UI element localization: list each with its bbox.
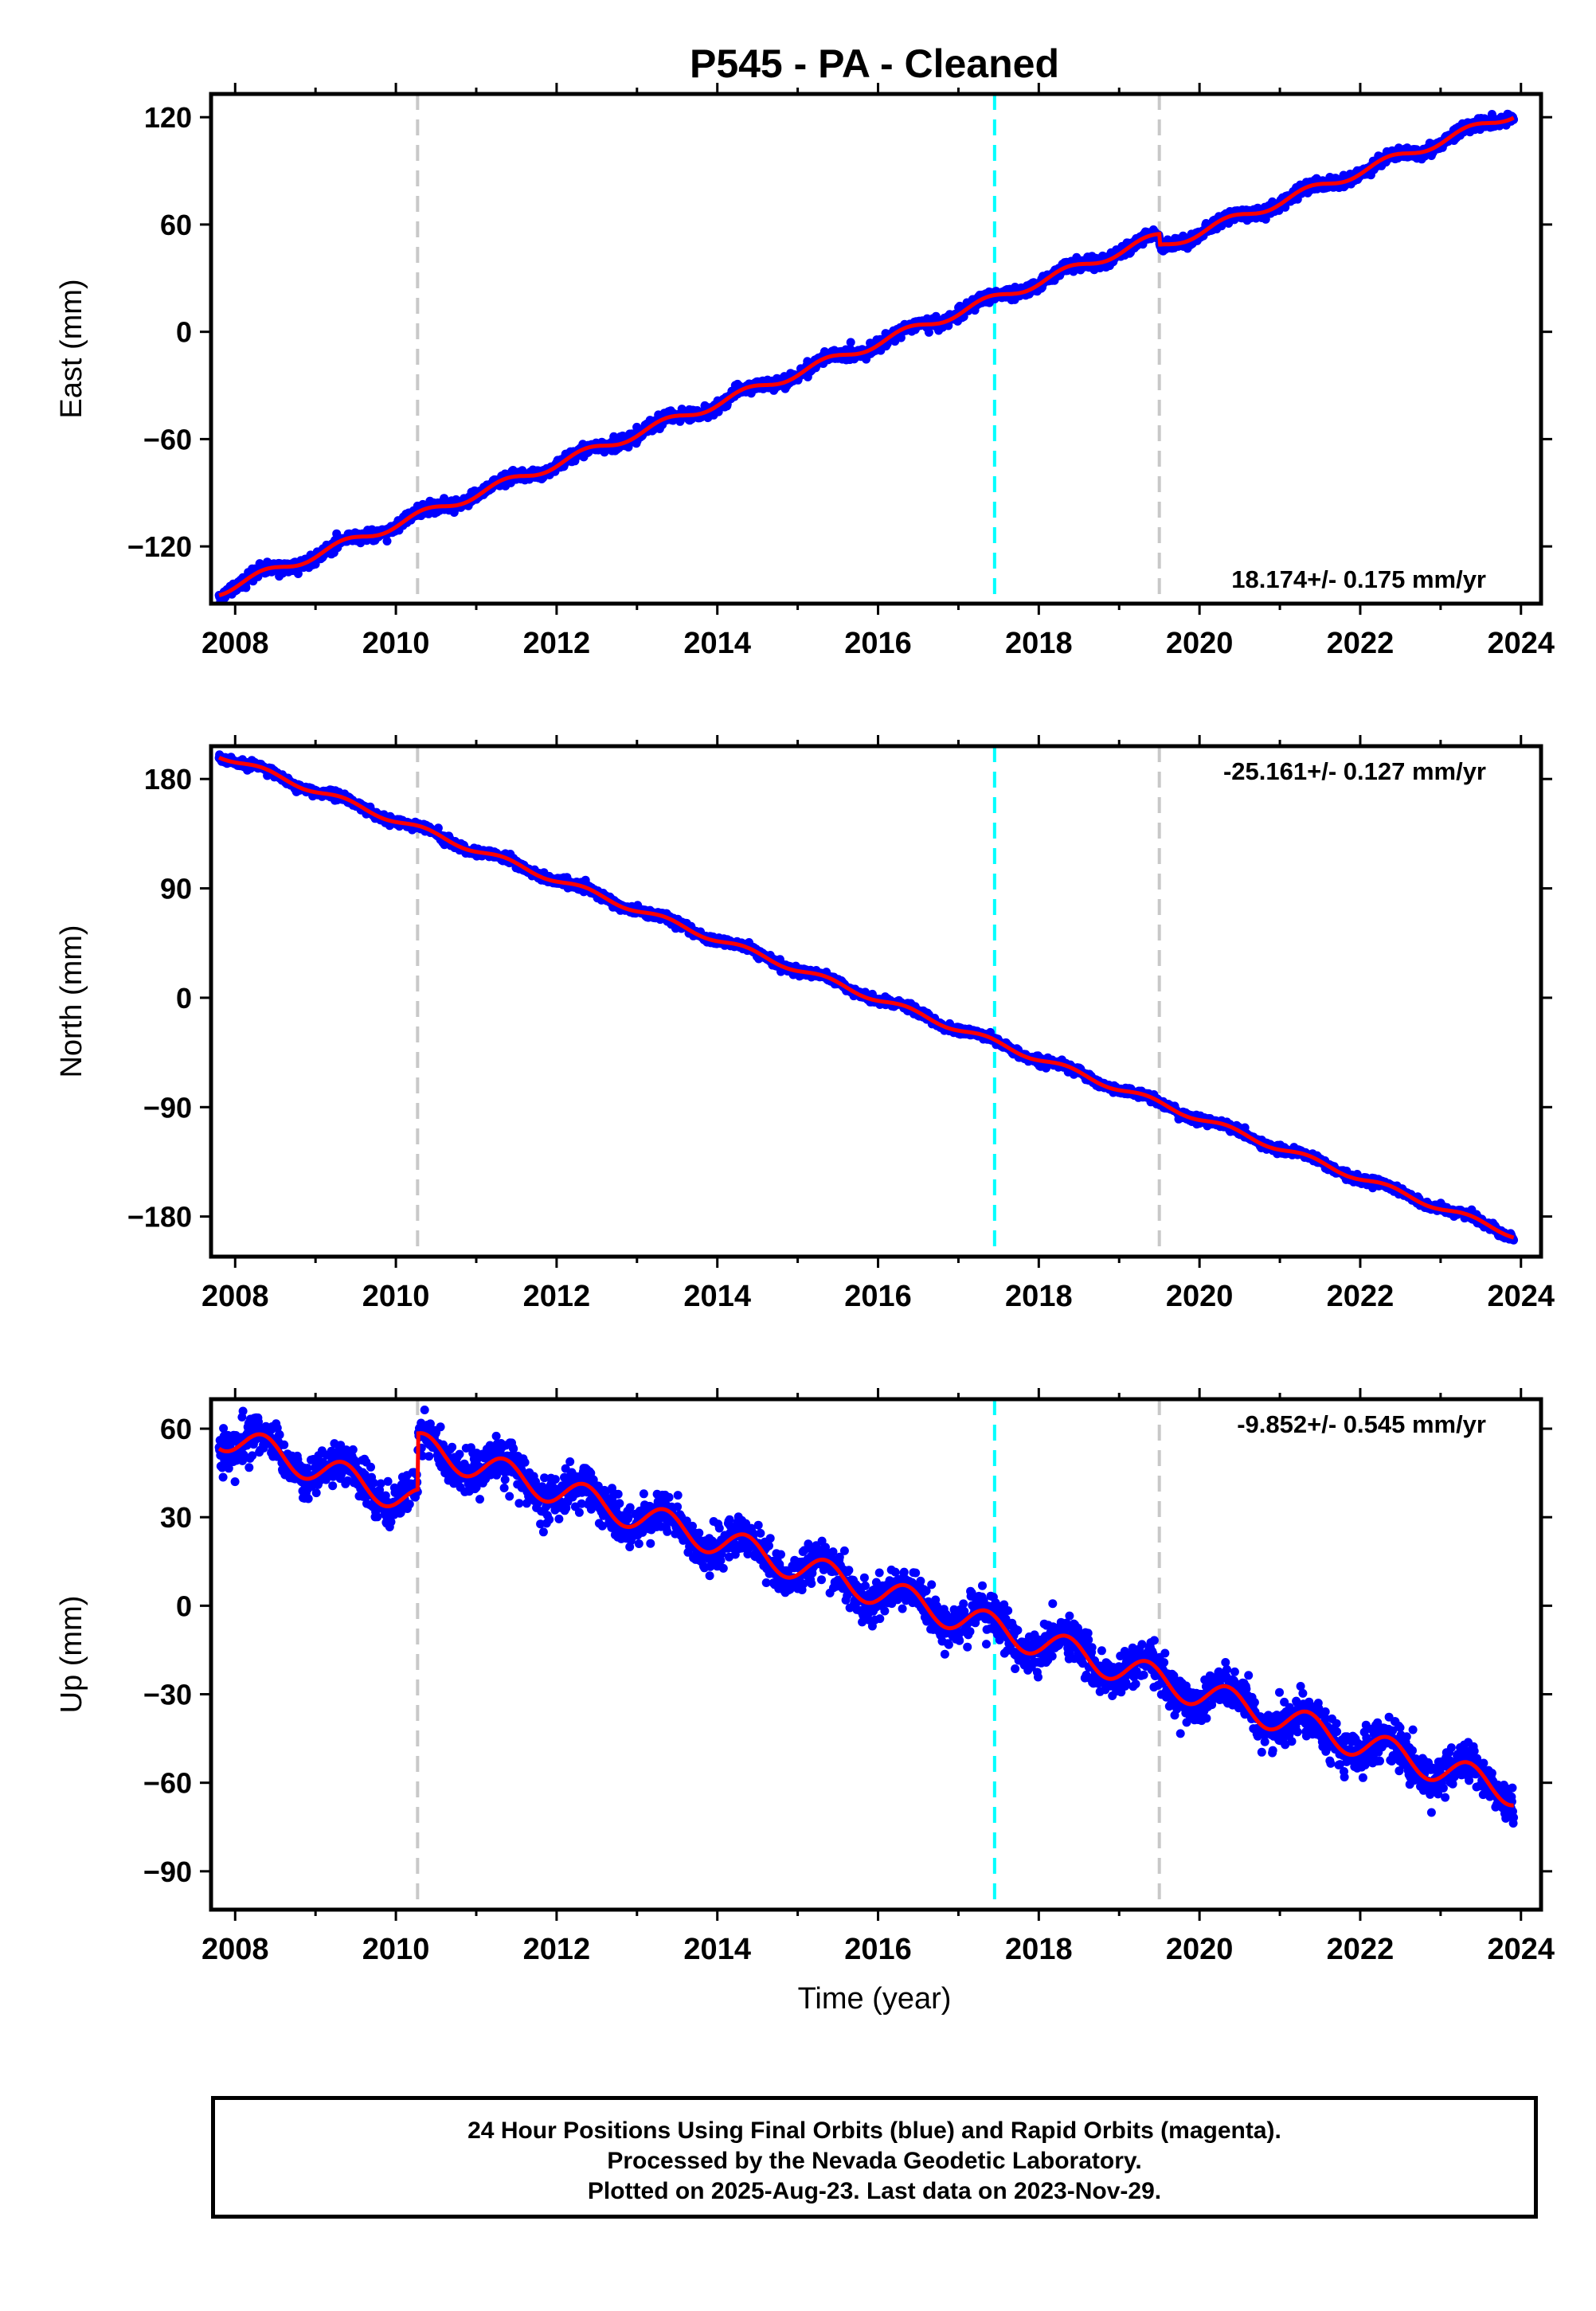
panels: −120 −60 0 60 120 2008 2010 2012 2014 2016 2018 202… [55,83,1555,1966]
data-point [241,583,251,592]
y-tick-label: 60 [160,209,192,241]
x-tick-label: 2024 [1488,627,1555,660]
x-tick-label: 2008 [201,627,269,660]
data-point [846,338,855,347]
chart-title: P545 - PA - Cleaned [690,41,1059,86]
y-axis-label: East (mm) [55,279,88,418]
x-tick-label: 2018 [1005,627,1073,660]
y-tick-label: −120 [127,530,192,563]
data-point [382,537,392,545]
y-tick-label: 0 [176,316,192,349]
x-tick-label: 2014 [683,627,751,660]
rate-label: 18.174+/- 0.175 mm/yr [1231,565,1486,593]
data-point [924,327,933,337]
plot-frame [209,92,1543,606]
x-tick-label: 2016 [844,627,912,660]
y-tick-label: −60 [143,423,192,456]
x-tick-label: 2022 [1327,627,1395,660]
panel-1: −120 −60 0 60 120 2008 2010 2012 2014 2016 2018 202… [55,83,1555,660]
x-tick-label: 2012 [523,627,591,660]
x-tick-label: 2020 [1166,627,1234,660]
model-line [218,115,1515,597]
x-axis-label: Time (year) [798,1982,952,2016]
x-tick-label: 2010 [362,627,430,660]
data-point [293,569,303,578]
y-tick-label: 120 [144,101,192,134]
